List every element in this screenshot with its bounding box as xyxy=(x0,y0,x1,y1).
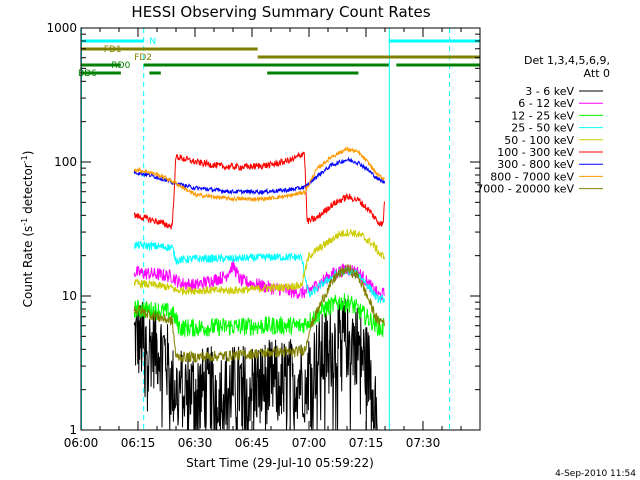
mode-bar-label: BD6 xyxy=(78,69,97,79)
series-line-1 xyxy=(133,258,385,301)
x-tick-label: 07:30 xyxy=(406,436,441,450)
series-line-8 xyxy=(133,263,385,364)
series-line-5 xyxy=(133,151,385,230)
series-line-6 xyxy=(133,156,385,196)
x-tick-label: 07:15 xyxy=(349,436,384,450)
y-axis-label-part: ) xyxy=(21,151,35,156)
legend-entry-label: 3 - 6 keV xyxy=(525,85,574,98)
plot-frame xyxy=(80,27,481,431)
mode-bar-label: N xyxy=(149,37,156,47)
legend-entry-label: 12 - 25 keV xyxy=(511,109,574,122)
legend-title-line: Det 1,3,4,5,6,9, xyxy=(524,54,610,67)
x-tick-label: 06:45 xyxy=(235,436,270,450)
y-axis-label-part: Count Rate (s xyxy=(21,226,35,308)
series-line-7 xyxy=(133,145,385,203)
y-tick-label: 1 xyxy=(69,423,77,437)
mode-bar-label: FD2 xyxy=(134,53,152,63)
footer-date: 4-Sep-2010 11:54 xyxy=(555,469,636,479)
series-lines xyxy=(133,145,385,431)
y-tick-label: 10 xyxy=(62,289,77,303)
series-line-0 xyxy=(133,298,378,431)
mode-bar-label: FD1 xyxy=(104,45,122,55)
x-tick-label: 06:15 xyxy=(121,436,156,450)
chart-title: HESSI Observing Summary Count Rates xyxy=(131,3,430,21)
mode-bar-label: RD0 xyxy=(111,61,130,71)
x-tick-label: 06:00 xyxy=(64,436,99,450)
legend-entry-label: 7000 - 20000 keV xyxy=(476,183,574,196)
y-axis-label-exponent: -1 xyxy=(20,155,29,163)
x-tick-label: 06:30 xyxy=(178,436,213,450)
series-line-4 xyxy=(133,228,385,296)
legend-entry-label: 100 - 300 keV xyxy=(497,146,574,159)
y-axis: 1 10 100 1000 xyxy=(46,21,480,437)
legend-entry-label: 25 - 50 keV xyxy=(511,122,574,135)
y-tick-label: 100 xyxy=(54,155,77,169)
x-axis: 06:00 06:15 06:30 06:45 07:00 07:15 07:30 xyxy=(64,28,462,450)
y-axis-label-exponent: -1 xyxy=(20,218,29,226)
x-tick-label: 07:00 xyxy=(292,436,327,450)
x-axis-label: Start Time (29-Jul-10 05:59:22) xyxy=(186,456,374,470)
mode-bars: N FD1 FD2 RD0 BD6 xyxy=(78,37,480,79)
legend-entry-label: 300 - 800 keV xyxy=(497,158,574,171)
y-tick-label: 1000 xyxy=(46,21,77,35)
legend-entry-label: 50 - 100 keV xyxy=(504,134,574,147)
y-axis-label: Count Rate (s-1 detector-1) xyxy=(20,151,35,308)
legend-entry-label: 800 - 7000 keV xyxy=(490,170,574,183)
series-line-2 xyxy=(133,293,385,338)
y-axis-label-part: detector xyxy=(21,163,35,218)
legend-entry-label: 6 - 12 keV xyxy=(518,97,574,110)
legend-title-line: Att 0 xyxy=(584,67,610,80)
